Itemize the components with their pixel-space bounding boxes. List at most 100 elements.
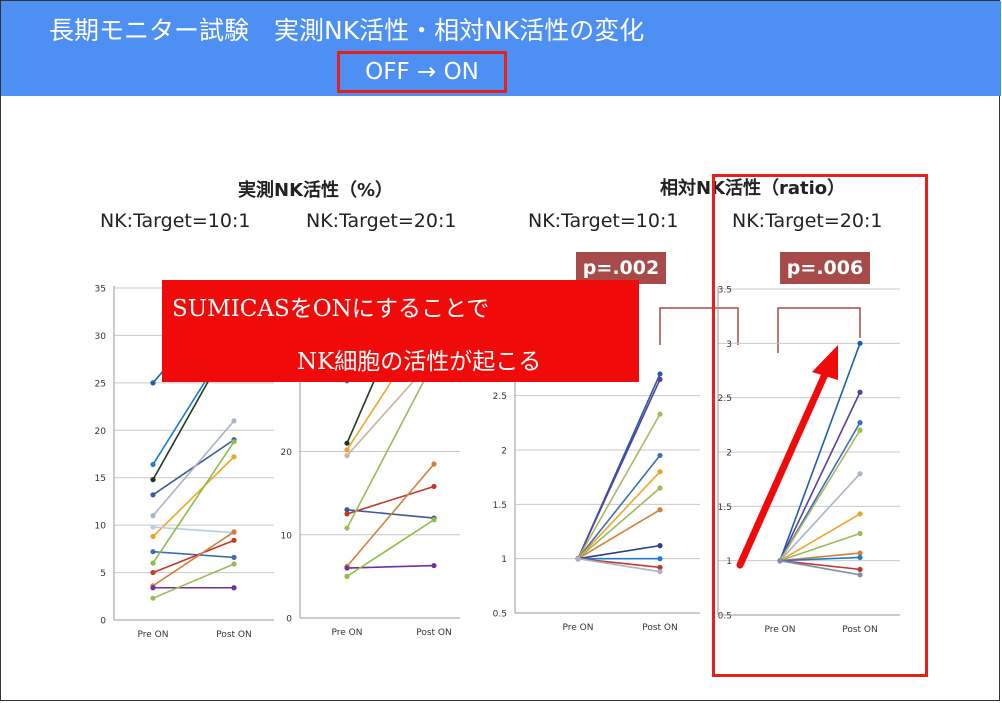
data-point xyxy=(431,562,437,569)
x-tick-label: Post ON xyxy=(416,628,452,638)
y-tick-label: 2.5 xyxy=(493,392,507,402)
y-tick-label: 0 xyxy=(100,617,106,627)
y-tick-label: 30 xyxy=(95,332,107,342)
data-point xyxy=(344,440,350,446)
slide-title: 長期モニター試験 実測NK活性・相対NK活性の変化 xyxy=(49,16,645,45)
data-point xyxy=(150,492,156,498)
x-tick-label: Pre ON xyxy=(765,625,796,635)
data-point xyxy=(431,241,436,246)
data-point xyxy=(657,564,663,570)
ratio-label: NK:Target=20:1 xyxy=(732,210,883,232)
y-tick-label: 2 xyxy=(726,449,732,459)
y-tick-label: 35 xyxy=(95,285,106,295)
series-line xyxy=(152,420,235,517)
data-point xyxy=(231,439,237,445)
callout-box: SUMICASをONにすることで NK細胞の活性が起こる xyxy=(162,280,639,382)
data-point xyxy=(231,529,237,535)
data-point xyxy=(657,556,663,562)
series-line xyxy=(577,544,661,560)
heading-relative: 相対NK活性（ratio） xyxy=(660,178,846,199)
data-point xyxy=(431,224,436,229)
data-point xyxy=(657,485,663,491)
title-bar: 長期モニター試験 実測NK活性・相対NK活性の変化 OFF → ON xyxy=(1,1,1001,96)
y-tick-label: 15 xyxy=(95,474,106,484)
data-point xyxy=(344,511,350,517)
y-tick-label: 2.5 xyxy=(718,394,732,404)
chart-panel-3 xyxy=(575,371,663,575)
data-point xyxy=(150,524,156,530)
x-tick-label: Pre ON xyxy=(563,623,594,633)
y-tick-label: 3 xyxy=(726,340,732,350)
data-point xyxy=(344,525,350,531)
x-tick-label: Post ON xyxy=(642,623,678,633)
y-tick-label: 20 xyxy=(95,427,107,437)
x-tick-label: Pre ON xyxy=(332,628,363,638)
series-line xyxy=(152,539,235,574)
x-tick-label: Pre ON xyxy=(138,630,169,640)
data-point xyxy=(150,569,156,576)
y-tick-label: 2 xyxy=(501,447,507,457)
highlight-frame xyxy=(712,174,928,677)
series-line xyxy=(346,361,435,529)
data-point xyxy=(657,371,663,377)
data-point xyxy=(857,554,863,561)
series-line xyxy=(152,526,235,534)
data-point xyxy=(150,461,156,468)
y-tick-label: 1 xyxy=(726,557,732,567)
ratio-label: NK:Target=10:1 xyxy=(100,210,251,232)
series-line xyxy=(152,456,235,538)
data-point xyxy=(431,517,437,523)
series-line xyxy=(346,463,435,567)
data-point xyxy=(575,556,581,562)
series-line xyxy=(152,441,235,564)
series-line xyxy=(577,379,661,559)
y-tick-label: 3.5 xyxy=(718,286,732,296)
data-point xyxy=(150,585,156,591)
series-line xyxy=(152,531,235,587)
y-tick-label: 5 xyxy=(100,569,106,579)
series-line xyxy=(577,471,661,560)
data-point xyxy=(150,595,156,601)
series-line xyxy=(346,519,435,578)
callout-line: NK細胞の活性が起こる xyxy=(297,349,542,375)
y-tick-label: 10 xyxy=(95,522,107,532)
data-point xyxy=(657,411,663,417)
data-point xyxy=(857,420,863,426)
data-point xyxy=(857,566,863,572)
series-line xyxy=(346,508,435,519)
data-point xyxy=(857,471,863,477)
data-point xyxy=(857,511,863,517)
data-point xyxy=(150,549,156,555)
p-value-badge: p=.006 xyxy=(780,252,870,284)
data-point xyxy=(857,550,863,556)
y-tick-label: 0.5 xyxy=(493,610,507,620)
significance-bracket xyxy=(777,307,861,353)
series-line xyxy=(152,563,235,599)
data-point xyxy=(150,513,156,519)
y-tick-label: 10 xyxy=(281,531,293,541)
data-point xyxy=(150,533,156,540)
y-tick-label: 20 xyxy=(281,448,293,458)
data-point xyxy=(657,507,663,513)
data-point xyxy=(231,554,237,560)
data-point xyxy=(150,560,156,566)
y-tick-label: 1 xyxy=(501,555,507,565)
series-line xyxy=(346,485,435,515)
y-tick-label: 0.5 xyxy=(718,612,732,622)
data-point xyxy=(344,453,350,459)
data-point xyxy=(857,340,863,346)
subtitle-box: OFF → ON xyxy=(337,51,507,93)
data-point xyxy=(657,452,663,459)
y-tick-label: 1.5 xyxy=(718,503,732,513)
ratio-label: NK:Target=10:1 xyxy=(528,210,679,232)
series-line xyxy=(577,413,661,560)
x-tick-label: Post ON xyxy=(216,630,252,640)
data-point xyxy=(231,537,237,543)
heading-measured: 実測NK活性（%） xyxy=(238,180,394,201)
data-point xyxy=(431,461,437,467)
data-point xyxy=(344,507,350,513)
y-tick-label: 25 xyxy=(95,379,106,389)
significance-bracket xyxy=(659,307,739,345)
data-point xyxy=(150,380,156,386)
